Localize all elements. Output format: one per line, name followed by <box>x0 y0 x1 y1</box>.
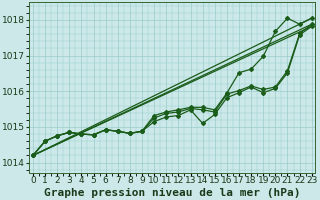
X-axis label: Graphe pression niveau de la mer (hPa): Graphe pression niveau de la mer (hPa) <box>44 188 300 198</box>
